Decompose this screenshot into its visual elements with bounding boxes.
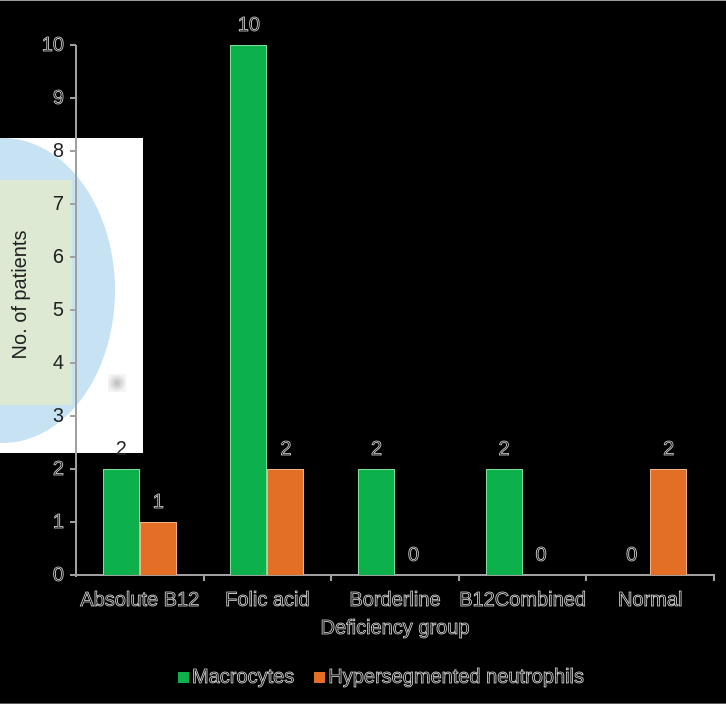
gray-dot: [108, 374, 126, 392]
top-border: [0, 0, 726, 1]
green-band: [0, 180, 72, 405]
data-label: 10: [237, 14, 261, 36]
data-label: 2: [280, 438, 292, 460]
bar-macrocytes: [102, 469, 140, 575]
legend-label: Macrocytes: [192, 666, 295, 688]
data-label: 2: [370, 438, 383, 460]
legend-swatch-icon: [314, 671, 326, 683]
data-label: 2: [115, 438, 127, 460]
y-tick-label: 5: [52, 299, 64, 321]
y-tick-label: 1: [52, 511, 64, 533]
data-label: 2: [663, 438, 675, 460]
legend-item: Hypersegmented neutrophils: [314, 667, 584, 687]
bar-macrocytes: [358, 469, 395, 575]
legend: Macrocytes Hypersegmented neutrophils: [178, 667, 604, 687]
y-tick-mark: [70, 150, 76, 152]
x-tick-mark: [202, 575, 205, 581]
x-category-label: B12Combined: [459, 589, 587, 611]
y-tick-label: 9: [52, 87, 64, 109]
y-tick-mark: [70, 362, 76, 364]
bar-hypersegmented-neutrophils: [650, 469, 688, 575]
x-tick-mark: [585, 575, 588, 581]
bar-hypersegmented-neutrophils: [267, 469, 305, 575]
data-label: 0: [407, 544, 420, 566]
y-tick-label: 6: [52, 246, 64, 268]
y-tick-label: 7: [52, 193, 64, 215]
bar-hypersegmented-neutrophils: [139, 522, 177, 575]
legend-swatch-icon: [178, 671, 189, 683]
y-tick-label: 0: [52, 564, 64, 586]
x-category-label: Absolute B12: [80, 589, 200, 611]
y-tick-label: 3: [52, 405, 64, 427]
data-label: 0: [626, 544, 638, 566]
x-category-label: Normal: [617, 589, 683, 611]
y-tick-mark: [70, 521, 76, 523]
x-tick-mark: [330, 575, 333, 581]
data-label: 2: [498, 438, 510, 460]
legend-item: Macrocytes: [178, 666, 295, 688]
x-tick-mark: [457, 575, 460, 581]
x-axis-title: Deficiency group: [320, 617, 470, 639]
y-tick-mark: [70, 468, 76, 470]
y-tick-mark: [70, 256, 76, 258]
y-tick-mark: [70, 574, 76, 576]
bar-macrocytes: [485, 469, 523, 575]
legend-label: Hypersegmented neutrophils: [328, 666, 585, 688]
y-tick-mark: [70, 203, 76, 205]
y-axis-line: [75, 45, 77, 577]
bar-macrocytes: [230, 45, 268, 575]
overlay-artifact-image: [0, 138, 143, 453]
x-tick-mark: [713, 575, 715, 581]
y-tick-mark: [70, 415, 76, 417]
x-category-label: Folic acid: [225, 589, 310, 611]
y-tick-label: 2: [52, 458, 64, 480]
x-category-label: Borderline: [349, 589, 441, 611]
y-tick-label: 4: [52, 352, 64, 374]
y-tick-label: 8: [52, 140, 64, 162]
y-tick-mark: [70, 97, 76, 99]
y-tick-mark: [70, 309, 76, 311]
y-tick-label: 10: [41, 34, 64, 56]
data-label: 0: [535, 544, 547, 566]
x-axis-line: [75, 574, 715, 576]
data-label: 1: [152, 491, 164, 513]
y-tick-mark: [70, 44, 76, 46]
